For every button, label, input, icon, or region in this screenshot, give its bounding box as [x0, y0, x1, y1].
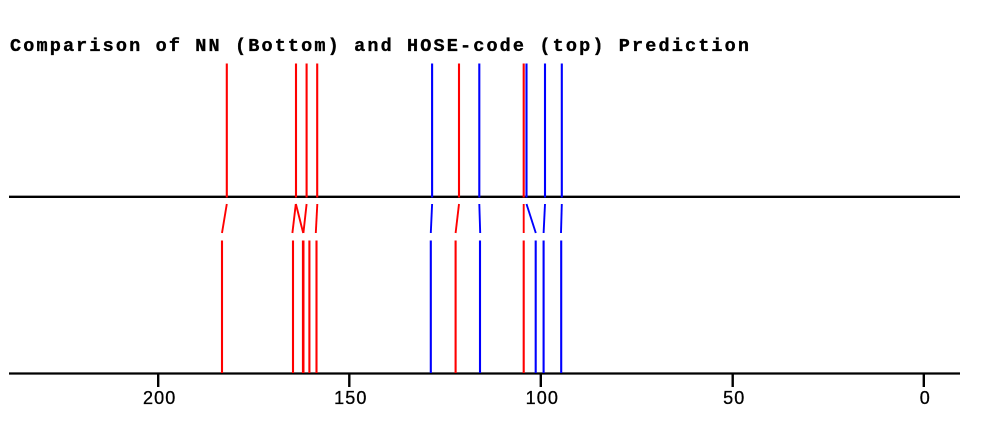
svg-text:150: 150 — [334, 388, 367, 408]
svg-text:200: 200 — [143, 388, 176, 408]
svg-text:50: 50 — [723, 388, 745, 408]
svg-text:100: 100 — [526, 388, 559, 408]
svg-text:0: 0 — [920, 388, 931, 408]
